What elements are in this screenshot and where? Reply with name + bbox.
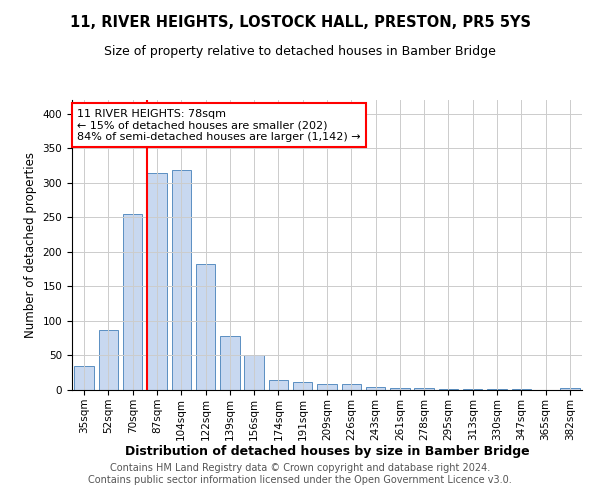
Bar xyxy=(123,214,142,390)
Bar xyxy=(317,384,337,390)
X-axis label: Distribution of detached houses by size in Bamber Bridge: Distribution of detached houses by size … xyxy=(125,446,529,458)
Bar xyxy=(269,380,288,390)
Bar xyxy=(196,264,215,390)
Text: Contains HM Land Registry data © Crown copyright and database right 2024.
Contai: Contains HM Land Registry data © Crown c… xyxy=(88,464,512,485)
Bar xyxy=(415,388,434,390)
Bar xyxy=(390,388,410,390)
Bar xyxy=(74,366,94,390)
Bar xyxy=(99,330,118,390)
Bar xyxy=(172,170,191,390)
Text: Size of property relative to detached houses in Bamber Bridge: Size of property relative to detached ho… xyxy=(104,45,496,58)
Bar xyxy=(439,388,458,390)
Bar xyxy=(293,382,313,390)
Bar xyxy=(220,336,239,390)
Y-axis label: Number of detached properties: Number of detached properties xyxy=(24,152,37,338)
Text: 11, RIVER HEIGHTS, LOSTOCK HALL, PRESTON, PR5 5YS: 11, RIVER HEIGHTS, LOSTOCK HALL, PRESTON… xyxy=(70,15,530,30)
Bar xyxy=(366,386,385,390)
Bar xyxy=(147,172,167,390)
Text: 11 RIVER HEIGHTS: 78sqm
← 15% of detached houses are smaller (202)
84% of semi-d: 11 RIVER HEIGHTS: 78sqm ← 15% of detache… xyxy=(77,108,361,142)
Bar xyxy=(560,388,580,390)
Bar xyxy=(244,355,264,390)
Bar xyxy=(341,384,361,390)
